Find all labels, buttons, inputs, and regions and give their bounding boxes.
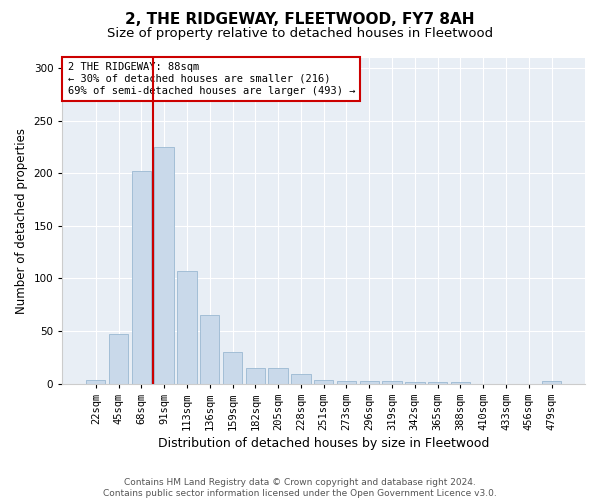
Bar <box>405 382 425 384</box>
Text: 2, THE RIDGEWAY, FLEETWOOD, FY7 8AH: 2, THE RIDGEWAY, FLEETWOOD, FY7 8AH <box>125 12 475 28</box>
Y-axis label: Number of detached properties: Number of detached properties <box>15 128 28 314</box>
Bar <box>337 382 356 384</box>
Bar <box>200 315 220 384</box>
X-axis label: Distribution of detached houses by size in Fleetwood: Distribution of detached houses by size … <box>158 437 490 450</box>
Bar <box>131 171 151 384</box>
Bar <box>542 382 561 384</box>
Bar <box>291 374 311 384</box>
Bar <box>154 147 174 384</box>
Bar <box>109 334 128 384</box>
Bar <box>245 368 265 384</box>
Bar <box>428 382 447 384</box>
Text: Size of property relative to detached houses in Fleetwood: Size of property relative to detached ho… <box>107 28 493 40</box>
Text: 2 THE RIDGEWAY: 88sqm
← 30% of detached houses are smaller (216)
69% of semi-det: 2 THE RIDGEWAY: 88sqm ← 30% of detached … <box>68 62 355 96</box>
Bar <box>359 382 379 384</box>
Bar <box>451 382 470 384</box>
Bar <box>223 352 242 384</box>
Bar <box>314 380 334 384</box>
Bar <box>86 380 106 384</box>
Text: Contains HM Land Registry data © Crown copyright and database right 2024.
Contai: Contains HM Land Registry data © Crown c… <box>103 478 497 498</box>
Bar <box>268 368 288 384</box>
Bar <box>177 271 197 384</box>
Bar <box>382 382 402 384</box>
